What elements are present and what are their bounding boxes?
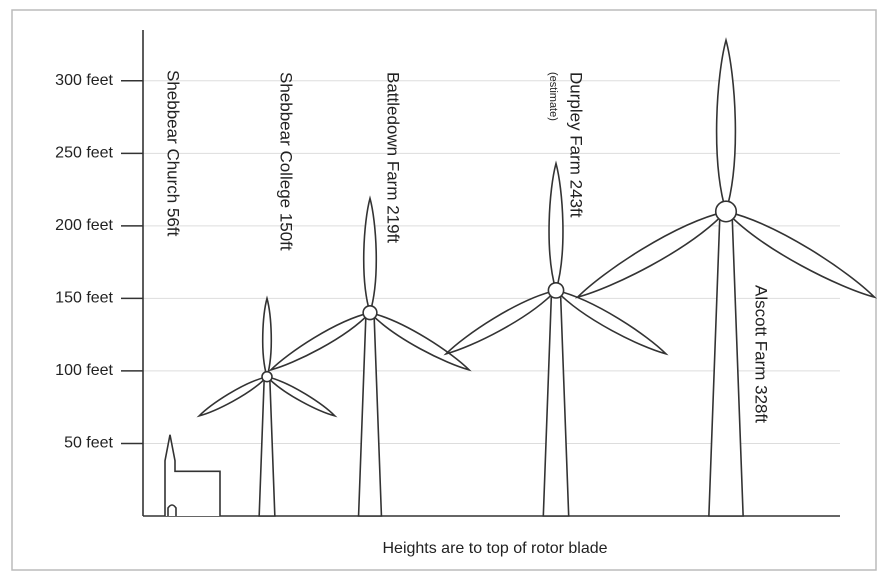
frame — [12, 10, 876, 570]
y-tick-label: 150 feet — [55, 290, 113, 307]
turbine-label: Battledown Farm 219ft — [384, 72, 403, 243]
annotation: (estimate) — [547, 72, 559, 121]
turbine-label: Shebbear Church 56ft — [164, 70, 183, 237]
y-tick-label: 200 feet — [55, 217, 113, 234]
y-tick-label: 300 feet — [55, 72, 113, 89]
church-door — [168, 505, 176, 516]
y-tick-label: 50 feet — [64, 435, 113, 452]
footnote: Heights are to top of rotor blade — [382, 540, 607, 557]
turbine-label: Shebbear College 150ft — [277, 72, 296, 251]
chart: Heights are to top of rotor blade 50 fee… — [0, 0, 886, 578]
turbine-label: Alscott Farm 328ft — [752, 285, 771, 423]
hub — [262, 372, 272, 382]
hub — [716, 201, 737, 222]
y-tick-label: 100 feet — [55, 362, 113, 379]
hub — [548, 283, 563, 298]
blade — [263, 298, 272, 376]
hub — [363, 306, 377, 320]
turbine-label: Durpley Farm 243ft — [567, 72, 586, 218]
y-tick-label: 250 feet — [55, 145, 113, 162]
